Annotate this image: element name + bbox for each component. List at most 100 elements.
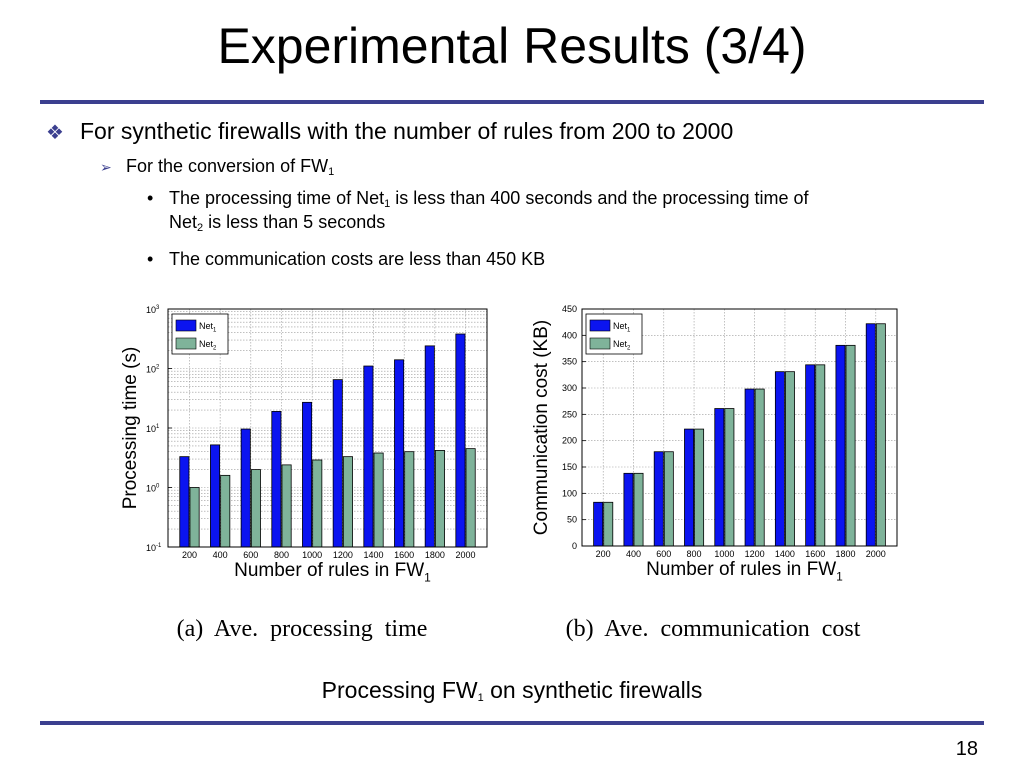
chart2-bar-series1 [744,388,755,547]
chart2-bar-series2 [663,451,674,547]
chart2-bar-series2 [845,344,856,547]
bullet-level-3-processing: • The processing time of Net1 is less tha… [147,186,989,234]
chart1-bar-series1 [210,444,221,548]
bullet-1-text: For synthetic firewalls with the number … [80,118,734,144]
slide-title: Experimental Results (3/4) [217,18,807,74]
chart1-bar-series1 [424,345,435,548]
chart2-plot-border [581,308,898,547]
chart1-bar-series1 [394,359,405,548]
chart2-x-axis-label: Number of rules in FW1 [646,559,843,583]
chart2-xtick-label: 1800 [835,549,855,559]
chart2-bar-series1 [865,323,876,547]
page-number: 18 [955,738,978,760]
chart1-legend-label: Net1 [199,321,217,334]
chart1-xtick-label: 800 [274,550,289,560]
chart1-xtick-label: 1000 [302,550,322,560]
chart2-bar-series2 [633,472,644,547]
title-divider [40,100,984,104]
chart2-ytick-label: 50 [567,515,577,525]
bullet-3-line-2: Net2 is less than 5 seconds [147,210,989,234]
chart2-legend-label: Net2 [613,339,631,352]
chart1-bar-series2 [189,487,200,548]
chart2-ytick-label: 450 [562,304,577,314]
chart2-bar-series1 [774,371,785,547]
chart2-xtick-label: 1400 [775,549,795,559]
figure-caption: Processing FW1 on synthetic firewalls [0,676,1024,704]
chart1-xtick-label: 400 [213,550,228,560]
chart1-bar-series1 [179,456,190,548]
chart1-subtitle: (a) Ave. processing time [177,616,428,642]
chart1-y-axis-label: Processing time (s) [120,347,141,510]
chart2-bar-series1 [835,344,846,547]
caption-subscript: 1 [477,692,484,704]
bullet-level-2: ➢ For the conversion of FW1 [100,155,334,178]
chart1-ytick-label: 10-1 [146,543,162,553]
caption-text-a: Processing FW [321,677,478,703]
chart1-bar-series1 [302,401,313,548]
chart2-y-axis-label: Communication cost (KB) [531,320,552,535]
chart2-bar-series1 [684,428,694,547]
chart2-ytick-label: 350 [562,357,577,367]
chart2-bar-series1 [714,408,725,547]
chart1-xtick-label: 1400 [363,550,383,560]
footer-divider [40,721,984,725]
chart2-xtick-label: 1000 [714,549,734,559]
chart1-legend-swatch [175,337,197,350]
chart1-bar-series1 [363,365,374,548]
bullet-2-subscript: 1 [328,166,335,178]
chart1-bar-series2 [404,451,415,548]
chart2-ytick-label: 100 [562,488,577,498]
arrow-bullet-icon: ➢ [100,159,112,175]
chart2-bar-series1 [623,472,634,547]
chart1-ytick-label: 100 [146,484,160,494]
chart1-bar-series2 [342,456,353,548]
chart1-bar-series2 [312,459,323,548]
chart1-legend-swatch [175,319,197,332]
bullet-level-1: ❖ For synthetic firewalls with the number… [46,117,733,147]
bullet-3-sub-2: 2 [197,222,204,234]
chart2-ytick-label: 400 [562,330,577,340]
diamond-bullet-icon: ❖ [46,122,64,144]
bullet-3-text-b: is less than 400 seconds and the process… [390,188,809,208]
chart2-bar-series2 [754,388,765,547]
chart1-bar-series2 [281,464,292,548]
chart2-bar-series2 [875,323,886,547]
chart2-bar-series2 [724,408,735,547]
chart2-ytick-label: 150 [562,462,577,472]
chart2-subtitle: (b) Ave. communication cost [566,616,861,642]
chart2-legend-label: Net1 [613,321,631,334]
chart1-xtick-label: 2000 [456,550,476,560]
chart2-ytick-label: 0 [572,541,577,551]
dot-bullet-icon: • [147,249,154,269]
bullet-4-text: The communication costs are less than 45… [169,249,546,269]
chart2-bar-series2 [815,364,826,547]
chart2-xtick-label: 800 [687,549,702,559]
chart1-bar-series2 [220,474,231,548]
chart2-ytick-label: 200 [562,436,577,446]
bullet-3-text-c: Net [169,212,198,232]
chart2-bar-series1 [593,501,604,547]
chart2-xtick-label: 1600 [805,549,825,559]
chart1-bar-series1 [455,333,466,548]
chart2-legend-swatch [589,319,611,332]
chart2-bar-series1 [653,451,664,547]
chart2-ytick-label: 250 [562,409,577,419]
chart2-xtick-label: 600 [656,549,671,559]
chart2-ytick-label: 300 [562,383,577,393]
chart2-bar-series1 [805,364,816,547]
dot-bullet-icon: • [147,188,154,208]
chart1-xtick-label: 1800 [425,550,445,560]
chart1-ytick-label: 103 [146,305,160,315]
chart2-bar-series2 [603,501,614,547]
chart1-bar-series1 [240,428,251,548]
chart1-xtick-label: 1600 [394,550,414,560]
bullet-3-sub-1: 1 [384,198,391,210]
chart1-xtick-label: 200 [182,550,197,560]
chart2-xtick-label: 1200 [745,549,765,559]
chart1-bar-series2 [373,452,384,548]
chart2-bar-series2 [694,428,705,547]
chart2-bar-series2 [785,371,795,547]
chart1-ytick-label: 101 [146,424,160,434]
chart1-bar-series1 [271,411,282,548]
